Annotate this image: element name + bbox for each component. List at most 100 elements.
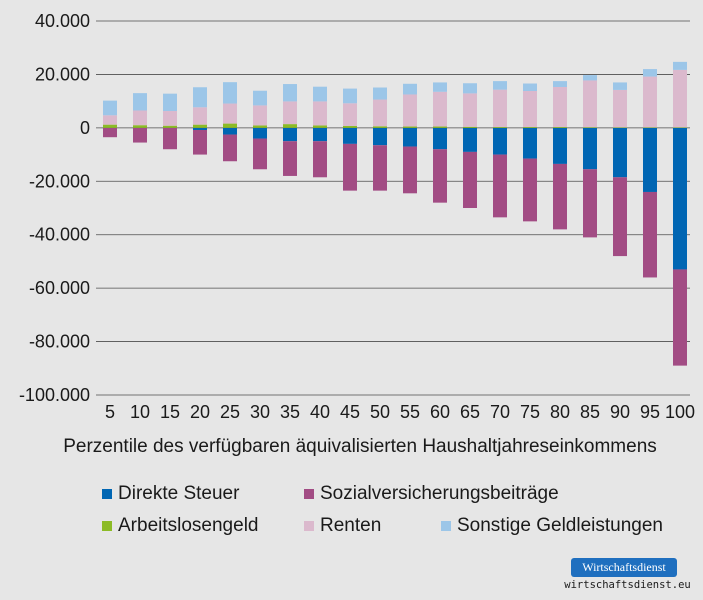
y-tick-label: -40.000 xyxy=(29,225,90,245)
x-tick-label: 100 xyxy=(665,402,695,422)
legend-item: Sozialversicherungsbeiträge xyxy=(304,483,559,505)
bar-segment xyxy=(643,69,657,77)
bar-segment xyxy=(193,129,207,155)
bar-segment xyxy=(583,75,597,81)
bar-segment xyxy=(103,124,117,128)
bar-segment xyxy=(283,84,297,102)
bar-segment xyxy=(463,93,477,127)
x-tick-label: 25 xyxy=(220,402,240,422)
bar-segment xyxy=(583,169,597,238)
bar-segment xyxy=(673,269,687,366)
legend-item: Direkte Steuer xyxy=(102,483,239,505)
x-tick-label: 85 xyxy=(580,402,600,422)
bar-segment xyxy=(613,177,627,257)
y-tick-label: 40.000 xyxy=(35,11,90,31)
bar-segment xyxy=(433,127,447,150)
bar-segment xyxy=(373,127,387,146)
bar-segment xyxy=(433,82,447,92)
bar-segment xyxy=(313,86,327,102)
bar-segment xyxy=(643,127,657,128)
bar-segment xyxy=(313,141,327,178)
bar-segment xyxy=(253,138,267,170)
bar-segment xyxy=(553,127,567,164)
bar-segment xyxy=(283,141,297,176)
bar-segment xyxy=(403,94,417,127)
bar-segment xyxy=(643,191,657,278)
bar-segment xyxy=(403,83,417,95)
bar-segment xyxy=(253,90,267,106)
x-tick-label: 70 xyxy=(490,402,510,422)
y-tick-label: 20.000 xyxy=(35,64,90,84)
bar-segment xyxy=(223,82,237,104)
bar-segment xyxy=(643,127,657,192)
bar-segment xyxy=(433,126,447,128)
x-axis-ticks: 5 10 15 20 25 30 35 40 45 50 55 60 65 70 75 80 85 90 95 100 xyxy=(105,402,695,422)
brand-url: wirtschaftsdienst.eu xyxy=(564,579,691,591)
legend: Direkte Steuer Sozialversicherungsbeiträg… xyxy=(0,478,703,538)
bar-segment xyxy=(163,93,177,112)
bar-segment xyxy=(223,127,237,135)
bar-segment xyxy=(373,126,387,128)
bar-segment xyxy=(163,111,177,126)
bar-segment xyxy=(433,149,447,203)
bar-segment xyxy=(283,101,297,125)
gridlines xyxy=(96,20,690,396)
bar-segment xyxy=(193,124,207,128)
bar-segment xyxy=(103,127,117,138)
x-tick-label: 75 xyxy=(520,402,540,422)
bar-segment xyxy=(313,125,327,128)
y-axis-ticks: 40.000 20.000 0 -20.000 -40.000 -60.000 -80.00… xyxy=(19,11,90,405)
bar-segment xyxy=(223,123,237,128)
bar-segment xyxy=(493,127,507,128)
bar-segment xyxy=(133,110,147,126)
bar-segment xyxy=(613,82,627,90)
bar-segment xyxy=(163,127,177,150)
bar-segment xyxy=(553,81,567,87)
chart: 40.000 20.000 0 -20.000 -40.000 -60.000 -80.00… xyxy=(19,11,695,457)
legend-label: Sozialversicherungsbeiträge xyxy=(320,483,559,504)
bar-segment xyxy=(613,89,627,128)
bar-segment xyxy=(373,145,387,191)
bar-segment xyxy=(253,105,267,126)
bar-segment xyxy=(373,99,387,127)
x-tick-label: 90 xyxy=(610,402,630,422)
legend-swatch xyxy=(102,521,112,531)
bar-segment xyxy=(313,127,327,142)
bar-segment xyxy=(523,127,537,159)
bar-segment xyxy=(493,81,507,90)
bar-segment xyxy=(553,163,567,230)
brand-logo: Wirtschaftsdienst xyxy=(571,558,677,577)
bar-segment xyxy=(553,86,567,128)
bar-segment xyxy=(343,143,357,191)
bar-segment xyxy=(403,126,417,128)
bar-segment xyxy=(613,127,627,178)
x-tick-label: 5 xyxy=(105,402,115,422)
legend-swatch xyxy=(102,489,112,499)
x-tick-label: 65 xyxy=(460,402,480,422)
bar-segment xyxy=(133,125,147,128)
bar-segment xyxy=(343,103,357,126)
x-tick-label: 20 xyxy=(190,402,210,422)
bar-segment xyxy=(583,127,597,170)
bar-segment xyxy=(463,83,477,94)
x-tick-label: 50 xyxy=(370,402,390,422)
bar-segment xyxy=(343,88,357,104)
bar-segment xyxy=(673,61,687,70)
y-tick-label: 0 xyxy=(80,118,90,138)
x-tick-label: 60 xyxy=(430,402,450,422)
x-tick-label: 10 xyxy=(130,402,150,422)
legend-swatch xyxy=(304,521,314,531)
bar-segment xyxy=(193,127,207,130)
bar-segment xyxy=(103,100,117,116)
x-axis-title: Perzentile des verfügbaren äquivalisiert… xyxy=(63,436,657,457)
x-tick-label: 95 xyxy=(640,402,660,422)
bar-segment xyxy=(103,115,117,125)
legend-label: Arbeitslosengeld xyxy=(118,515,259,536)
x-tick-label: 45 xyxy=(340,402,360,422)
bar-segment xyxy=(283,127,297,142)
bar-segment xyxy=(313,101,327,126)
bar-segment xyxy=(133,127,147,143)
y-tick-label: -20.000 xyxy=(29,171,90,191)
y-tick-label: -60.000 xyxy=(29,278,90,298)
bar-segment xyxy=(193,87,207,108)
